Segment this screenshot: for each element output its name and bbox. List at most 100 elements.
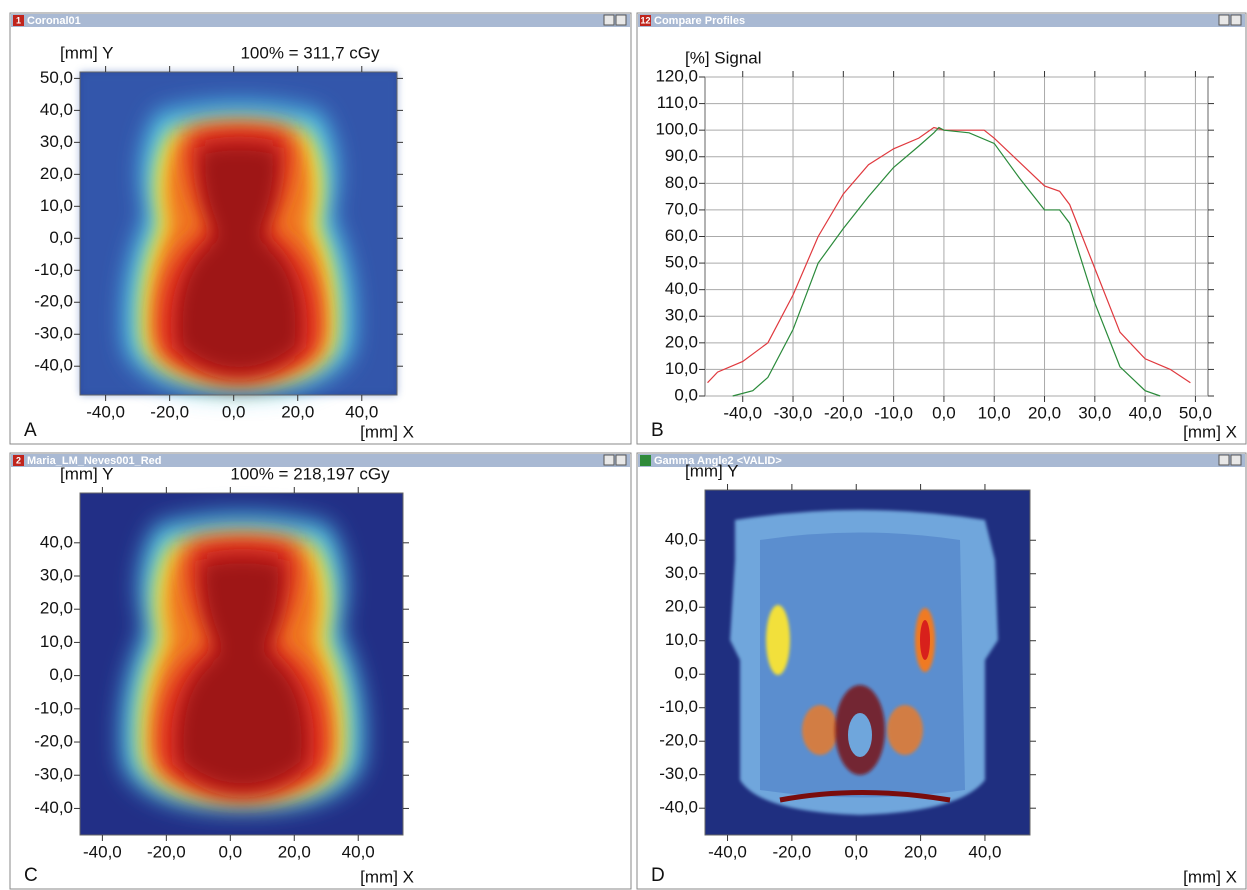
y-tick-label: 50,0 <box>665 253 698 272</box>
y-axis-label: [%] Signal <box>685 48 762 67</box>
x-tick-label: -20,0 <box>824 403 863 422</box>
x-axis-label: [mm] X <box>360 867 414 886</box>
window-button[interactable] <box>615 454 627 466</box>
window-button[interactable] <box>1218 14 1230 26</box>
y-tick-label: -20,0 <box>34 292 73 311</box>
y-tick-label: 70,0 <box>665 199 698 218</box>
window-button[interactable] <box>615 14 627 26</box>
panel-label: C <box>24 865 38 886</box>
y-tick-label: 40,0 <box>40 100 73 119</box>
y-tick-label: 90,0 <box>665 146 698 165</box>
window-number: 1 <box>16 15 21 25</box>
window-title: Compare Profiles <box>654 15 745 27</box>
y-tick-label: 40,0 <box>40 532 73 551</box>
window-button[interactable] <box>603 454 615 466</box>
y-tick-label: 40,0 <box>665 279 698 298</box>
title-bar <box>638 454 1245 467</box>
window-frame <box>9 12 632 445</box>
y-tick-label: -30,0 <box>659 764 698 783</box>
y-tick-label: 20,0 <box>40 599 73 618</box>
dose-map-image <box>80 72 397 395</box>
x-tick-label: -40,0 <box>86 402 125 421</box>
y-tick-label: 10,0 <box>40 196 73 215</box>
y-tick-label: -40,0 <box>659 798 698 817</box>
y-tick-label: 110,0 <box>657 93 698 112</box>
title-bar <box>638 14 1245 27</box>
y-tick-label: 100,0 <box>655 120 698 139</box>
x-tick-label: 40,0 <box>968 842 1001 861</box>
profile-line <box>707 126 1191 384</box>
panel-label: A <box>24 420 37 441</box>
window-button[interactable] <box>1230 14 1242 26</box>
window-icon <box>640 15 651 26</box>
y-axis-label: [mm] Y <box>60 43 114 62</box>
y-tick-label: 10,0 <box>665 630 698 649</box>
y-tick-label: -40,0 <box>34 798 73 817</box>
x-tick-label: -20,0 <box>147 842 186 861</box>
window-frame <box>636 12 1247 445</box>
x-tick-label: -20,0 <box>150 402 189 421</box>
title-bar <box>11 14 630 27</box>
window-number: 12 <box>640 15 650 25</box>
y-tick-label: 50,0 <box>40 68 73 87</box>
x-axis-label: [mm] X <box>360 422 414 441</box>
title-bar <box>11 454 630 467</box>
x-tick-label: 20,0 <box>904 842 937 861</box>
window-icon <box>640 455 651 466</box>
x-tick-label: 40,0 <box>342 842 375 861</box>
y-tick-label: -30,0 <box>34 765 73 784</box>
y-tick-label: 30,0 <box>665 563 698 582</box>
y-tick-label: 0,0 <box>674 385 698 404</box>
window-icon <box>13 455 24 466</box>
window-frame <box>9 452 632 890</box>
y-axis-label: [mm] Y <box>685 461 739 480</box>
window-button[interactable] <box>1218 454 1230 466</box>
y-tick-label: -20,0 <box>34 732 73 751</box>
y-tick-label: -30,0 <box>34 324 73 343</box>
panel-label: D <box>651 865 665 886</box>
window-frame <box>636 452 1247 890</box>
y-tick-label: 0,0 <box>674 664 698 683</box>
x-tick-label: -40,0 <box>83 842 122 861</box>
y-tick-label: 80,0 <box>665 173 698 192</box>
y-tick-label: 30,0 <box>40 132 73 151</box>
annotation: 100% = 218,197 cGy <box>230 464 390 483</box>
plot-frame <box>79 492 404 836</box>
panel-label: B <box>651 420 664 441</box>
gamma-map-image <box>705 490 1030 835</box>
plot-frame <box>79 71 398 396</box>
window-number: 2 <box>16 455 21 465</box>
x-tick-label: 40,0 <box>345 402 378 421</box>
y-tick-label: 0,0 <box>49 665 73 684</box>
x-tick-label: 30,0 <box>1078 403 1111 422</box>
window-icon <box>13 15 24 26</box>
x-tick-label: 50,0 <box>1179 403 1212 422</box>
x-tick-label: 20,0 <box>281 402 314 421</box>
y-axis-label: [mm] Y <box>60 464 114 483</box>
y-tick-label: 40,0 <box>665 530 698 549</box>
x-tick-label: 20,0 <box>1028 403 1061 422</box>
window-button[interactable] <box>603 14 615 26</box>
y-tick-label: 30,0 <box>665 306 698 325</box>
x-axis-label: [mm] X <box>1183 867 1237 886</box>
y-tick-label: 30,0 <box>40 565 73 584</box>
x-tick-label: 40,0 <box>1129 403 1162 422</box>
y-tick-label: 10,0 <box>40 632 73 651</box>
y-tick-label: -10,0 <box>659 697 698 716</box>
x-tick-label: -30,0 <box>774 403 813 422</box>
profile-line <box>732 126 1161 397</box>
dose-map-image <box>80 493 403 835</box>
y-tick-label: 20,0 <box>40 164 73 183</box>
y-tick-label: -10,0 <box>34 698 73 717</box>
x-axis-label: [mm] X <box>1183 422 1237 441</box>
x-tick-label: -40,0 <box>723 403 762 422</box>
annotation: 100% = 311,7 cGy <box>240 43 380 62</box>
window-title: Maria_LM_Neves001_Red <box>27 455 162 467</box>
y-tick-label: 0,0 <box>49 228 73 247</box>
plot-frame <box>704 489 1031 836</box>
window-button[interactable] <box>1230 454 1242 466</box>
y-tick-label: 20,0 <box>665 597 698 616</box>
x-tick-label: 0,0 <box>218 842 242 861</box>
y-tick-label: 120,0 <box>655 66 698 85</box>
